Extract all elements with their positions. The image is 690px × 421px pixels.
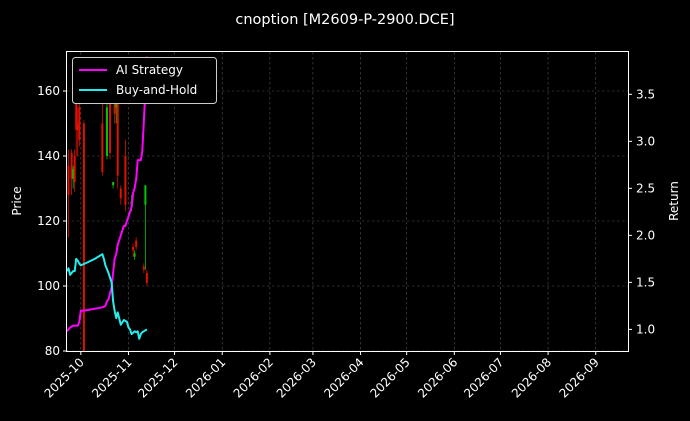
candle-body xyxy=(82,123,85,351)
candle-body xyxy=(105,107,108,156)
y-tick-label: 160 xyxy=(37,84,60,98)
candle-body xyxy=(76,123,79,130)
candle-body xyxy=(145,273,148,283)
candle-body xyxy=(75,94,78,130)
y-tick-label: 80 xyxy=(45,344,60,358)
series-line-ai-strategy xyxy=(66,56,148,332)
candle-body xyxy=(144,185,147,205)
y2-tick-label: 1.5 xyxy=(636,275,655,289)
candle-body xyxy=(101,123,104,173)
y2-tick-label: 2.0 xyxy=(636,228,655,242)
series-line-buy-and-hold xyxy=(66,253,148,340)
y2-tick-label: 3.5 xyxy=(636,87,655,101)
candle-body xyxy=(119,188,122,199)
candle-body xyxy=(112,182,115,186)
candle-body xyxy=(124,156,127,205)
candle-body xyxy=(142,266,145,270)
candle-body xyxy=(72,169,75,179)
legend-label-ai: AI Strategy xyxy=(116,63,183,77)
y-tick-label: 100 xyxy=(37,279,60,293)
candle-body xyxy=(78,107,81,140)
chart-title: cnoption [M2609-P-2900.DCE] xyxy=(235,12,454,28)
candle-body xyxy=(132,247,135,251)
y2-tick-label: 2.5 xyxy=(636,181,655,195)
candles xyxy=(67,84,148,351)
y-tick-label: 140 xyxy=(37,149,60,163)
legend-box xyxy=(72,57,217,104)
candle-body xyxy=(109,87,112,153)
candle-body xyxy=(73,156,76,182)
y-axis-label: Price xyxy=(10,186,24,215)
legend: AI Strategy Buy-and-Hold xyxy=(72,57,217,104)
candle-body xyxy=(113,97,116,114)
candle-body xyxy=(135,240,138,247)
y2-tick-label: 1.0 xyxy=(636,322,655,336)
y2-tick-label: 3.0 xyxy=(636,134,655,148)
candle-body xyxy=(116,97,119,176)
plot-frame xyxy=(66,51,629,352)
y2-axis-label: Return xyxy=(667,181,681,221)
candle-body xyxy=(133,253,136,257)
candle-body xyxy=(67,165,70,195)
series-lines xyxy=(66,56,148,340)
y-tick-label: 120 xyxy=(37,214,60,228)
candle-body xyxy=(70,152,73,179)
legend-label-bh: Buy-and-Hold xyxy=(116,83,197,97)
